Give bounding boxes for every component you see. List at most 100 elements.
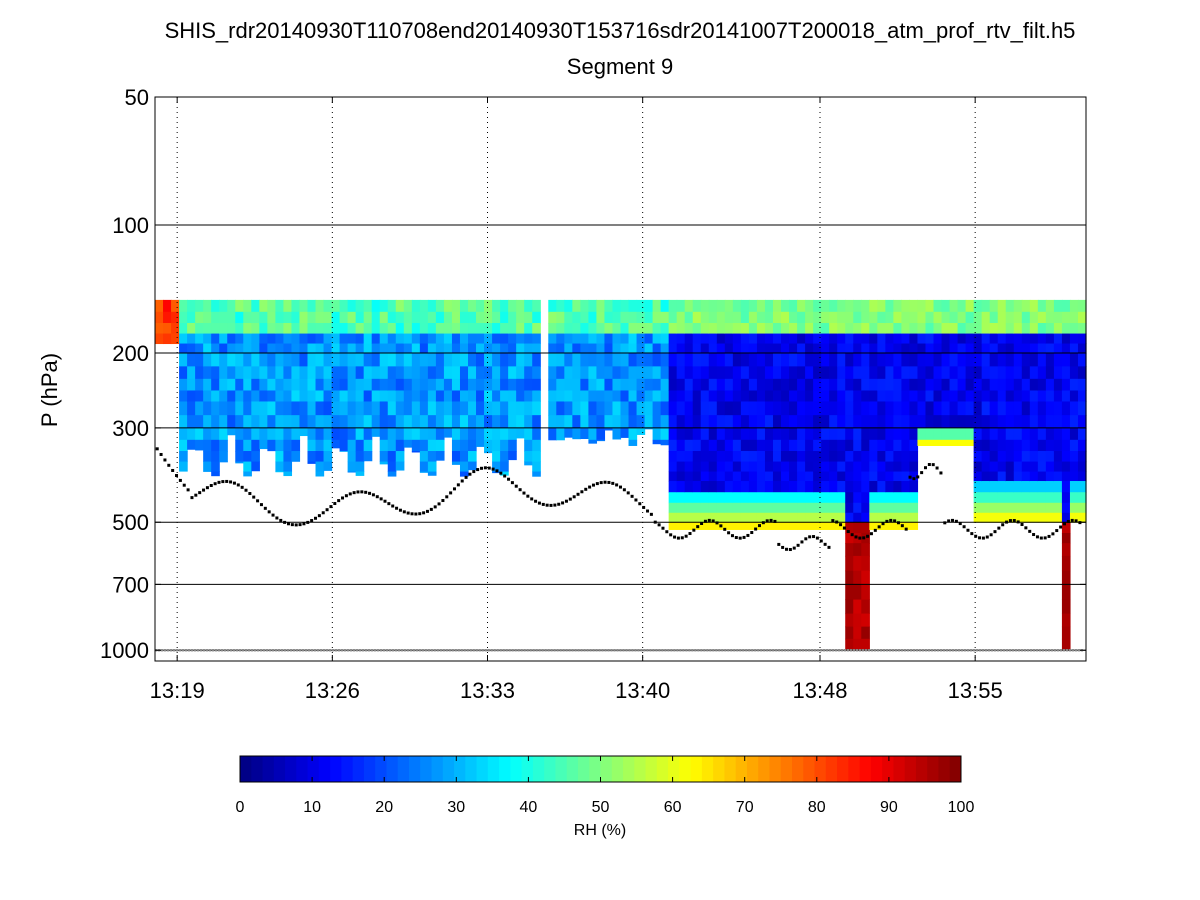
surface-point — [286, 649, 290, 652]
rh-cell — [821, 366, 830, 380]
rh-cell — [708, 311, 718, 324]
colorbar-tick-label: 80 — [808, 799, 826, 816]
rh-cell — [660, 353, 670, 367]
rh-cell — [941, 378, 951, 391]
rh-cell — [451, 427, 461, 441]
rh-cell — [981, 366, 991, 380]
rh-cell — [187, 401, 196, 416]
rh-cell — [965, 439, 975, 446]
boundary-point — [499, 471, 503, 475]
rh-cell — [700, 481, 710, 493]
rh-cell — [564, 299, 573, 313]
rh-cell — [564, 343, 573, 354]
rh-cell — [227, 378, 236, 391]
rh-cell — [901, 390, 911, 402]
rh-cell — [989, 333, 999, 345]
boundary-point — [889, 518, 893, 522]
rh-cell — [965, 311, 975, 324]
colorbar-swatch — [837, 756, 849, 782]
surface-point — [667, 649, 670, 652]
rh-cell — [387, 323, 397, 335]
rh-cell — [411, 451, 421, 453]
rh-cell — [1045, 481, 1055, 493]
surface-point — [1074, 649, 1078, 652]
rh-cell — [1077, 343, 1087, 354]
surface-point — [960, 649, 964, 652]
rh-cell — [299, 353, 309, 367]
rh-cell — [893, 333, 903, 345]
rh-cell — [925, 366, 935, 380]
rh-cell — [163, 311, 172, 324]
rh-cell — [484, 451, 493, 454]
rh-cell — [355, 323, 365, 335]
rh-cell — [468, 366, 477, 380]
rh-cell — [500, 299, 509, 313]
rh-cell — [933, 299, 943, 313]
rh-cell — [628, 311, 638, 324]
boundary-point — [433, 505, 437, 509]
rh-cell — [572, 378, 581, 391]
colorbar-swatch — [690, 756, 703, 782]
rh-cell — [596, 415, 606, 429]
rh-cell — [379, 343, 389, 354]
colorbar-swatch — [634, 756, 647, 782]
rh-cell — [957, 401, 967, 416]
rh-cell — [837, 299, 846, 313]
colorbar-tick-label: 20 — [375, 799, 393, 816]
rh-cell — [893, 451, 903, 463]
colorbar-swatch — [949, 756, 962, 782]
rh-cell — [756, 401, 766, 416]
boundary-point — [209, 484, 213, 488]
boundary-point — [688, 532, 692, 536]
rh-cell — [443, 378, 453, 391]
boundary-point — [545, 503, 549, 507]
rh-cell — [403, 427, 413, 441]
rh-cell — [524, 451, 533, 463]
rh-cell — [403, 415, 413, 429]
rh-cell — [853, 471, 862, 482]
boundary-point — [862, 536, 866, 540]
x-axis: 13:19 13:26 13:33 13:40 13:48 13:55 — [150, 97, 1003, 703]
boundary-point — [175, 474, 179, 478]
surface-point — [706, 649, 709, 652]
rh-cell — [195, 378, 204, 391]
rh-cell — [636, 333, 646, 345]
rh-cell — [387, 353, 397, 367]
rh-cell — [789, 401, 798, 416]
rh-cell — [901, 451, 911, 463]
surface-point — [733, 649, 736, 652]
rh-cell — [195, 353, 204, 367]
rh-cell — [604, 333, 614, 345]
rh-cell — [893, 512, 903, 523]
rh-cell — [516, 311, 525, 324]
colorbar-swatch — [487, 756, 500, 782]
rh-cell — [532, 366, 541, 380]
rh-cell — [708, 461, 718, 473]
surface-point — [415, 649, 418, 652]
rh-cell — [644, 366, 654, 380]
rh-cell — [243, 333, 252, 345]
rh-cell — [829, 502, 838, 514]
rh-cell — [355, 461, 365, 473]
rh-cell — [877, 299, 886, 313]
rh-cell — [853, 343, 862, 354]
rh-cell — [259, 366, 268, 380]
rh-cell — [347, 401, 357, 416]
rh-cell — [981, 461, 991, 473]
rh-cell — [989, 471, 999, 482]
boundary-point — [707, 518, 711, 522]
rh-cell — [1061, 471, 1071, 482]
colorbar-swatch — [848, 756, 861, 782]
rh-cell — [363, 427, 373, 441]
rh-cell — [748, 378, 758, 391]
rh-cell — [732, 512, 742, 523]
rh-cell — [355, 401, 365, 416]
rh-cell — [484, 366, 493, 380]
rh-cell — [845, 638, 854, 651]
rh-cell — [756, 323, 766, 335]
rh-cell — [468, 461, 477, 471]
rh-cell — [668, 366, 678, 380]
surface-point — [718, 649, 721, 652]
rh-cell — [1029, 366, 1039, 380]
boundary-point — [487, 466, 491, 470]
